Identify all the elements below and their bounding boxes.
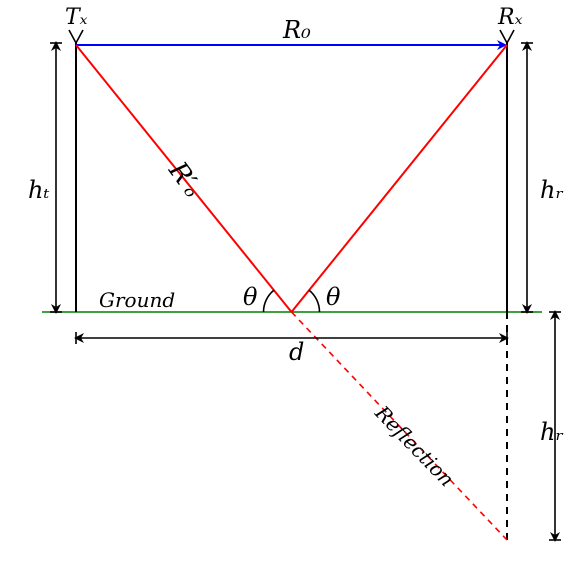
angle-arc bbox=[264, 290, 274, 312]
label-hr2: hᵣ bbox=[540, 418, 564, 446]
label-rx: Rₓ bbox=[497, 5, 523, 30]
label-Rop: R′ₒ bbox=[162, 156, 208, 203]
label-tx: Tₓ bbox=[65, 5, 88, 30]
label-hr: hᵣ bbox=[540, 176, 564, 204]
label-ground: Ground bbox=[99, 288, 175, 312]
label-theta2: θ bbox=[326, 283, 341, 311]
tx-top-mark bbox=[69, 30, 83, 43]
rx-top-mark bbox=[500, 30, 514, 43]
label-R0: R₀ bbox=[282, 16, 311, 44]
angle-arc bbox=[309, 290, 319, 312]
reflected-path-up bbox=[292, 45, 508, 312]
label-d: d bbox=[289, 338, 304, 366]
two-ray-ground-diagram: Tₓ Rₓ R₀ R′ₒ hₜ hᵣ hᵣ θ θ Ground d Reflection bbox=[0, 0, 584, 565]
label-refl: Reflection bbox=[370, 400, 459, 491]
label-theta1: θ bbox=[243, 283, 258, 311]
label-ht: hₜ bbox=[28, 176, 49, 204]
